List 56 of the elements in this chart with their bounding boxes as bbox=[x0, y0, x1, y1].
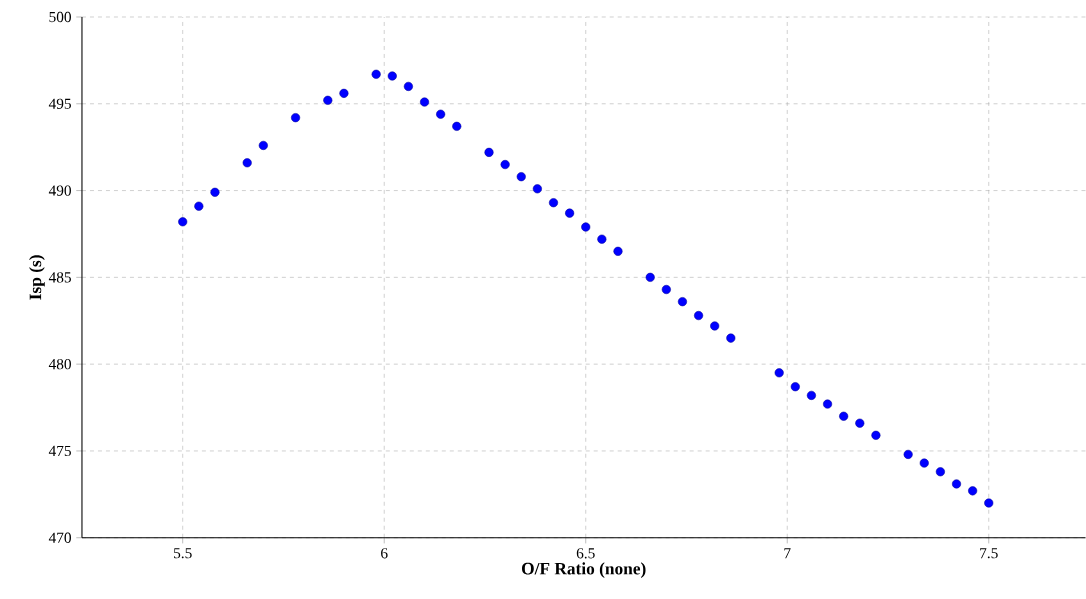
point bbox=[919, 458, 929, 468]
point bbox=[500, 160, 510, 170]
point bbox=[371, 69, 381, 79]
point bbox=[790, 382, 800, 392]
point bbox=[387, 71, 397, 81]
point bbox=[565, 208, 575, 218]
point bbox=[194, 201, 204, 211]
point bbox=[242, 158, 252, 168]
point bbox=[968, 486, 978, 496]
point bbox=[581, 222, 591, 232]
y-axis-title: Isp (s) bbox=[29, 255, 45, 300]
y-tick-label: 480 bbox=[48, 359, 71, 370]
point bbox=[774, 368, 784, 378]
point bbox=[436, 109, 446, 119]
x-tick-label: 6 bbox=[381, 548, 388, 559]
point bbox=[210, 187, 220, 197]
y-tick-label: 485 bbox=[48, 272, 71, 283]
point bbox=[339, 88, 349, 99]
x-axis-title: O/F Ratio (none) bbox=[522, 562, 646, 579]
point bbox=[935, 467, 945, 477]
y-tick-label: 470 bbox=[48, 532, 71, 544]
point bbox=[951, 479, 962, 489]
point bbox=[484, 147, 494, 158]
point bbox=[903, 450, 913, 460]
point bbox=[677, 297, 687, 307]
point bbox=[806, 391, 816, 401]
x-tick-label: 7 bbox=[784, 548, 791, 559]
point bbox=[597, 234, 607, 244]
x-tick-label: 7.5 bbox=[980, 548, 998, 559]
point bbox=[548, 198, 559, 208]
point bbox=[839, 411, 849, 421]
x-tick-label: 5.5 bbox=[174, 548, 192, 559]
point bbox=[532, 184, 542, 194]
point bbox=[258, 141, 268, 151]
point bbox=[419, 97, 430, 107]
point bbox=[694, 311, 704, 321]
point bbox=[516, 172, 526, 182]
point bbox=[291, 113, 301, 123]
y-tick-label: 495 bbox=[48, 98, 71, 110]
point bbox=[178, 217, 188, 227]
y-tick-label: 475 bbox=[48, 445, 71, 457]
point bbox=[871, 430, 881, 440]
y-tick-label: 490 bbox=[48, 185, 71, 196]
point bbox=[452, 121, 462, 132]
point bbox=[984, 498, 994, 508]
x-tick-label: 6.5 bbox=[576, 548, 595, 559]
point bbox=[323, 95, 333, 105]
point bbox=[661, 285, 671, 295]
point bbox=[403, 82, 413, 92]
point bbox=[855, 418, 865, 428]
point bbox=[823, 399, 833, 409]
point bbox=[613, 246, 623, 256]
point bbox=[726, 333, 736, 343]
point bbox=[645, 272, 655, 283]
y-tick-label: 500 bbox=[49, 11, 71, 23]
point bbox=[710, 321, 720, 331]
